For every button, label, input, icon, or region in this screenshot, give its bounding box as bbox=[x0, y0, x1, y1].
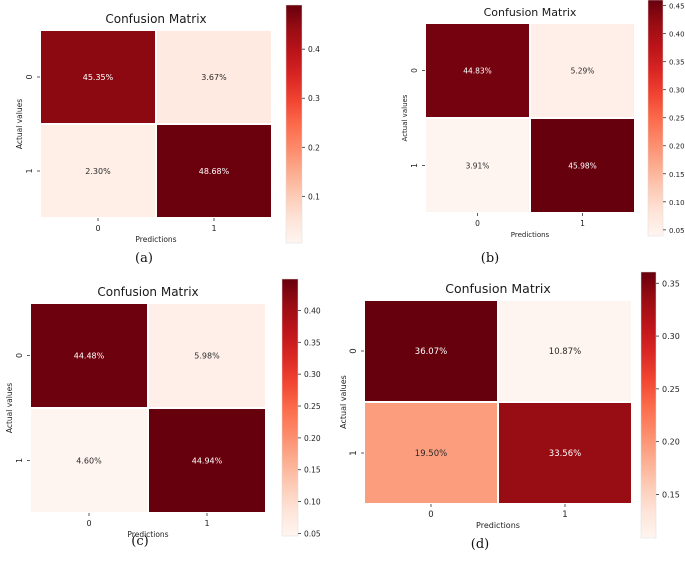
cell-label: 33.56% bbox=[549, 449, 581, 459]
cell-label: 44.94% bbox=[192, 457, 223, 466]
colorbar-tick-label: 0.20 bbox=[662, 438, 680, 447]
colorbar bbox=[647, 0, 664, 237]
x-axis-label: Predictions bbox=[476, 521, 520, 530]
colorbar-tick-label: 0.10 bbox=[669, 199, 685, 207]
heatmap-cell-0-0 bbox=[39, 29, 157, 125]
heatmap-cell-1-1 bbox=[529, 117, 636, 214]
cell-label: 10.87% bbox=[549, 347, 581, 357]
panel-caption: (a) bbox=[135, 251, 153, 266]
colorbar-tick-label: 0.15 bbox=[669, 171, 685, 179]
colorbar-tick-label: 0.15 bbox=[662, 490, 680, 499]
cell-label: 2.30% bbox=[85, 167, 111, 176]
x-tick-label: 1 bbox=[580, 219, 585, 228]
chart-title: Confusion Matrix bbox=[484, 6, 577, 19]
heatmap-cell-1-0 bbox=[29, 407, 149, 514]
y-axis-label: Actual values bbox=[401, 94, 409, 141]
colorbar-tick-label: 0.10 bbox=[304, 498, 321, 507]
y-tick-label: 1 bbox=[349, 450, 359, 455]
colorbar-tick-label: 0.1 bbox=[308, 192, 320, 201]
heatmap-cell-0-1 bbox=[497, 299, 633, 403]
chart-panel-c: Confusion Matrix 44.48% 5.98% 4.60% 44.94% 0 1… bbox=[5, 278, 321, 549]
y-axis-label: Actual values bbox=[15, 99, 24, 149]
cell-label: 3.91% bbox=[466, 162, 490, 171]
x-axis-label: Predictions bbox=[511, 231, 550, 239]
cell-label: 3.67% bbox=[201, 73, 227, 82]
colorbar-tick-label: 0.25 bbox=[304, 402, 321, 411]
heatmap-cell-1-0 bbox=[424, 117, 531, 214]
cell-label: 45.98% bbox=[568, 162, 597, 171]
colorbar-tick-label: 0.25 bbox=[669, 115, 685, 123]
x-axis-label: Predictions bbox=[135, 235, 176, 244]
x-tick-label: 1 bbox=[562, 510, 567, 520]
y-tick-label: 1 bbox=[410, 163, 419, 168]
chart-panel-b: Confusion Matrix 44.83% 5.29% 3.91% 45.98% 0 1… bbox=[401, 0, 685, 266]
x-axis-label: Predictions bbox=[127, 530, 168, 539]
colorbar bbox=[285, 4, 303, 244]
x-tick-label: 1 bbox=[204, 519, 209, 528]
cell-label: 5.29% bbox=[571, 67, 595, 76]
y-tick-label: 0 bbox=[349, 348, 359, 353]
cell-label: 48.68% bbox=[199, 167, 230, 176]
colorbar-tick-label: 0.45 bbox=[669, 3, 685, 11]
colorbar-tick-label: 0.3 bbox=[308, 94, 320, 103]
cell-label: 44.48% bbox=[74, 352, 105, 361]
colorbar-tick-label: 0.30 bbox=[669, 87, 685, 95]
panel-caption: (d) bbox=[471, 537, 489, 552]
heatmap-cell-0-0 bbox=[29, 302, 149, 409]
cell-label: 5.98% bbox=[194, 352, 220, 361]
y-axis-label: Actual values bbox=[5, 383, 14, 433]
cell-label: 45.35% bbox=[83, 73, 114, 82]
y-axis-label: Actual values bbox=[339, 375, 348, 429]
chart-title: Confusion Matrix bbox=[105, 12, 206, 26]
colorbar-tick-label: 0.15 bbox=[304, 466, 321, 475]
chart-title: Confusion Matrix bbox=[97, 285, 198, 299]
chart-title: Confusion Matrix bbox=[445, 281, 551, 296]
colorbar-tick-label: 0.2 bbox=[308, 143, 320, 152]
colorbar bbox=[640, 271, 657, 539]
heatmap-cell-0-0 bbox=[363, 299, 499, 403]
y-tick-label: 0 bbox=[410, 68, 419, 73]
panel-caption: (c) bbox=[131, 534, 148, 549]
cell-label: 36.07% bbox=[415, 347, 447, 357]
colorbar-tick-label: 0.20 bbox=[669, 143, 685, 151]
heatmap-cell-0-1 bbox=[147, 302, 267, 409]
colorbar-tick-label: 0.4 bbox=[308, 45, 320, 54]
x-tick-label: 0 bbox=[95, 224, 100, 233]
colorbar-tick-label: 0.05 bbox=[304, 529, 321, 538]
cell-label: 19.50% bbox=[415, 449, 447, 459]
colorbar-tick-label: 0.20 bbox=[304, 434, 321, 443]
x-tick-label: 0 bbox=[428, 510, 433, 520]
colorbar bbox=[281, 278, 299, 537]
x-tick-label: 0 bbox=[475, 219, 480, 228]
colorbar-tick-label: 0.35 bbox=[669, 59, 685, 67]
cell-label: 44.83% bbox=[463, 67, 492, 76]
y-tick-label: 0 bbox=[25, 74, 34, 79]
cell-label: 4.60% bbox=[76, 457, 102, 466]
heatmap-cell-0-1 bbox=[529, 22, 636, 119]
colorbar-tick-label: 0.30 bbox=[304, 370, 321, 379]
y-tick-label: 0 bbox=[15, 353, 24, 358]
chart-panel-d: Confusion Matrix 36.07% 10.87% 19.50% 33.56%… bbox=[339, 271, 680, 552]
colorbar-tick-label: 0.40 bbox=[304, 306, 321, 315]
colorbar-tick-label: 0.40 bbox=[669, 31, 685, 39]
x-tick-label: 0 bbox=[86, 519, 91, 528]
colorbar-tick-label: 0.30 bbox=[662, 332, 680, 341]
panel-caption: (b) bbox=[481, 251, 499, 266]
heatmap-cell-1-1 bbox=[147, 407, 267, 514]
colorbar-tick-label: 0.05 bbox=[669, 227, 685, 235]
y-tick-label: 1 bbox=[25, 168, 34, 173]
colorbar-tick-label: 0.25 bbox=[662, 385, 680, 394]
y-tick-label: 1 bbox=[15, 458, 24, 463]
colorbar-tick-label: 0.35 bbox=[662, 279, 680, 288]
chart-panel-a: Confusion Matrix 45.35% 3.67% 2.30% 48.68% 0 1… bbox=[15, 4, 320, 266]
x-tick-label: 1 bbox=[211, 224, 216, 233]
colorbar-tick-label: 0.35 bbox=[304, 338, 321, 347]
